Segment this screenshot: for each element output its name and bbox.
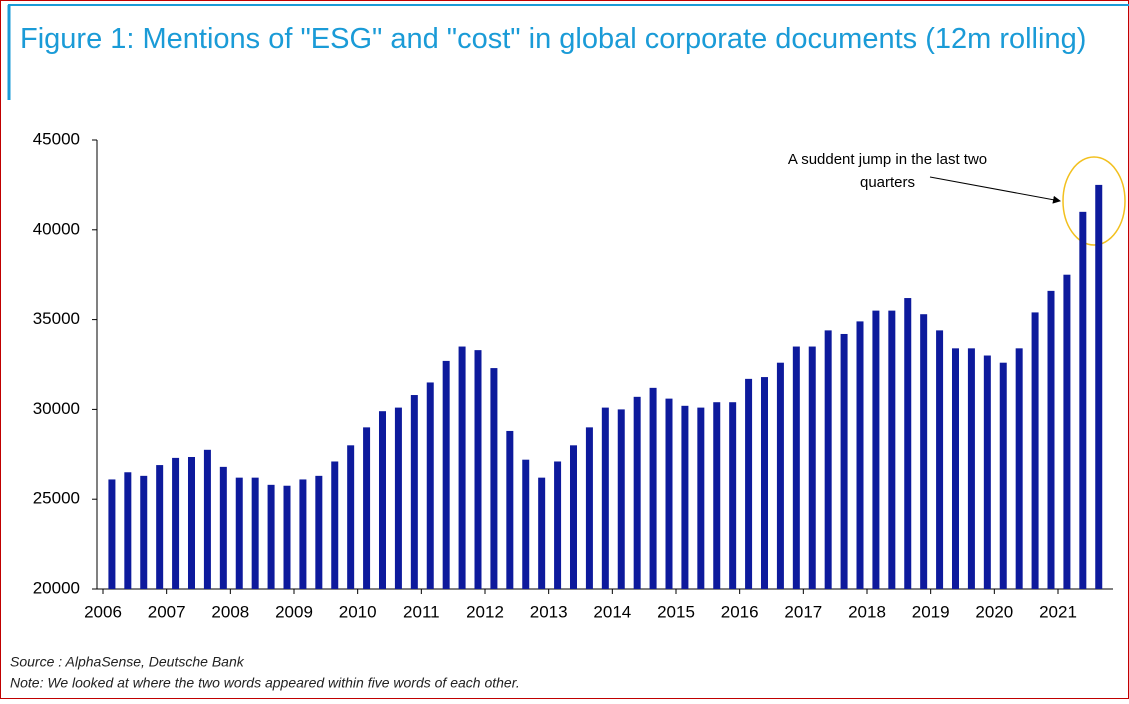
y-tick-label: 30000 [33,399,80,418]
bar [235,477,243,589]
bar [363,427,371,589]
note: Note: We looked at where the two words a… [10,675,520,691]
bar [601,407,609,589]
bar [458,346,466,589]
x-tick-label: 2020 [975,602,1013,621]
bar [569,445,577,589]
x-tick-label: 2006 [84,602,122,621]
y-tick-label: 45000 [33,129,80,148]
bar [745,378,753,589]
bar [1047,290,1055,589]
bar [824,330,832,589]
bar [697,407,705,589]
x-tick-label: 2007 [148,602,186,621]
title-box: Figure 1: Mentions of "ESG" and "cost" i… [20,23,1087,55]
x-tick-label: 2017 [784,602,822,621]
source: Source : AlphaSense, Deutsche Bank [10,654,245,670]
bar [649,387,657,589]
bar [251,477,259,589]
bar [936,330,944,589]
bar [792,346,800,589]
y-tick-label: 25000 [33,489,80,508]
bar [187,456,195,589]
bar [490,368,498,589]
annotation: A suddent jump in the last two quarters [787,151,988,191]
bar [283,485,291,589]
x-tick-label: 2008 [211,602,249,621]
bar [442,360,450,589]
bar [108,479,116,589]
bar [872,310,880,589]
bar [1031,312,1039,589]
bar [665,398,673,589]
y-tick-label: 40000 [33,219,80,238]
bar [506,430,514,589]
bar [888,310,896,589]
bar [681,405,689,589]
x-tick-label: 2016 [721,602,759,621]
bar [219,466,227,589]
bar [1079,211,1087,589]
bar [394,407,402,589]
x-tick-label: 2021 [1039,602,1077,621]
bar [315,475,323,589]
bar [156,465,164,589]
bar [999,362,1007,589]
bar [713,402,721,589]
bar [729,402,737,589]
bar [124,472,132,589]
annotation-arrow [929,176,1061,204]
x-tick-label: 2013 [530,602,568,621]
bar [172,457,180,589]
bar [1015,348,1023,589]
bar [267,484,275,589]
x-tick-label: 2015 [657,602,695,621]
bar [474,350,482,589]
bar [538,477,546,589]
bar [203,449,211,589]
bar [904,298,912,589]
bar [140,475,148,589]
highlight-ellipse [1062,156,1126,246]
bar [347,445,355,589]
chart-title: Figure 1: Mentions of "ESG" and "cost" i… [20,23,1087,55]
bar [951,348,959,589]
bar [760,377,768,589]
bar [1095,184,1103,589]
bar [522,459,530,589]
bar [410,395,418,589]
y-tick-label: 35000 [33,309,80,328]
x-tick-label: 2014 [593,602,631,621]
x-tick-label: 2019 [912,602,950,621]
bar [299,479,307,589]
bar [776,362,784,589]
x-tick-label: 2012 [466,602,504,621]
bar [331,461,339,589]
bar [633,396,641,589]
bar [585,427,593,589]
bar [1063,274,1071,589]
x-tick-label: 2011 [403,602,440,621]
bar [856,321,864,589]
bar [554,461,562,589]
x-tick-label: 2009 [275,602,313,621]
bar [920,314,928,589]
y-tick-label: 20000 [33,578,80,597]
x-tick-label: 2018 [848,602,886,621]
x-tick-label: 2010 [339,602,377,621]
annotation-box: A suddent jump in the last two quarters [787,151,988,191]
bar [426,382,434,589]
bar [967,348,975,589]
bar [808,346,816,589]
bar [840,333,848,589]
bar [983,355,991,589]
bar [378,411,386,589]
bar [617,409,625,589]
